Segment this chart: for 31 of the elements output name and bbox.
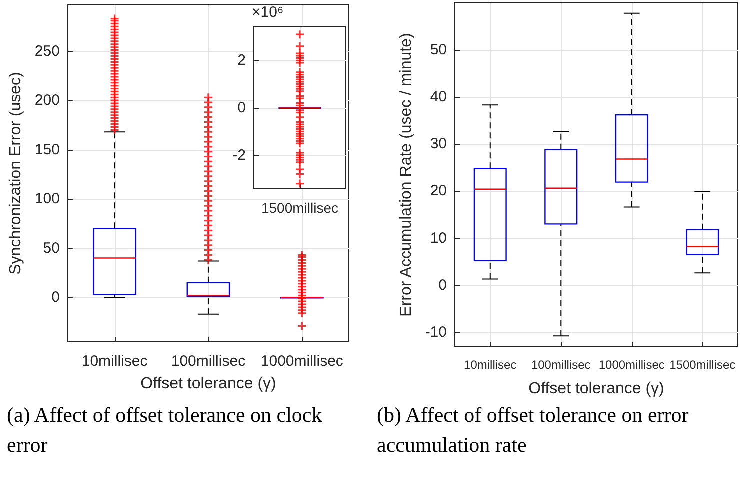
y-axis-title: Synchronization Error (usec)	[8, 72, 24, 275]
y-tick-label: 2	[238, 52, 246, 70]
y-tick-label: 250	[34, 42, 60, 60]
y-tick-label: 40	[430, 88, 447, 106]
x-tick-label: 100millisec	[531, 358, 591, 372]
y-tick-label: 0	[438, 276, 447, 294]
y-tick-label: 50	[43, 240, 60, 257]
y-tick-label: 0	[52, 289, 60, 306]
x-tick-label: 1000millisec	[260, 353, 344, 370]
y-tick-label: 30	[430, 136, 447, 153]
x-tick-label: 1500millisec	[261, 200, 339, 216]
x-axis-title: Offset tolerance (γ)	[140, 376, 276, 392]
x-tick-label: 100millisec	[171, 353, 246, 370]
y-tick-label: -2	[232, 146, 246, 164]
text: (b) Affect of offset tolerance on error accumulation rate	[377, 403, 694, 457]
y-tick-label: 150	[34, 141, 60, 158]
y-axis-title: Error Accumulation Rate (usec / minute)	[398, 33, 415, 317]
text: (a) Affect of offset tolerance on clock error	[7, 403, 328, 457]
y-tick-label: 10	[430, 230, 447, 247]
x-tick-label: 1500millisec	[670, 358, 736, 372]
y-tick-label: 0	[238, 100, 246, 116]
x-tick-label: 1000millisec	[598, 358, 665, 372]
y-tick-label: -10	[425, 324, 447, 341]
y-tick-label: 50	[430, 42, 447, 59]
x-axis-title: Offset tolerance (γ)	[528, 380, 664, 398]
x-tick-label: 10millisec	[82, 353, 148, 370]
y-tick-label: 100	[34, 190, 60, 208]
annotation: ×10⁶	[252, 4, 284, 21]
y-tick-label: 20	[430, 182, 447, 200]
x-tick-label: 10millisec	[464, 358, 517, 372]
y-tick-label: 200	[34, 92, 60, 110]
